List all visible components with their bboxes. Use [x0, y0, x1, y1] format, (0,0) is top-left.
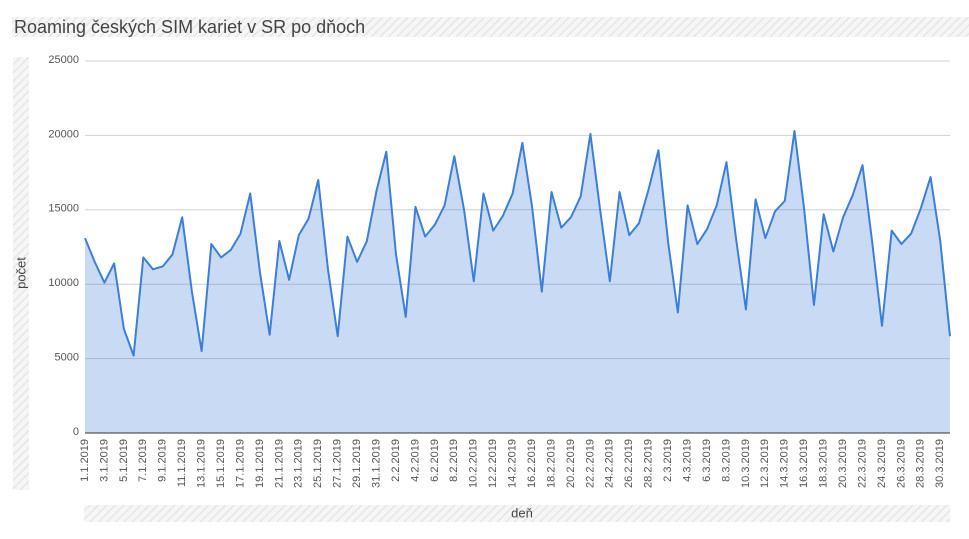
x-tick-label: 21.1.2019 — [273, 439, 285, 488]
x-tick-label: 22.2.2019 — [584, 439, 596, 488]
x-tick-label: 28.3.2019 — [915, 439, 927, 488]
x-tick-label: 31.1.2019 — [370, 439, 382, 488]
title-placeholder — [12, 17, 969, 37]
area — [85, 130, 950, 433]
x-tick-label: 1.1.2019 — [79, 439, 91, 482]
axis-placeholder — [84, 505, 950, 522]
x-tick-label: 12.2.2019 — [487, 439, 499, 488]
x-tick-label: 22.3.2019 — [856, 439, 868, 488]
y-tick-label: 15000 — [48, 203, 79, 215]
x-tick-label: 20.2.2019 — [565, 439, 577, 488]
y-tick-label: 25000 — [48, 54, 79, 66]
x-tick-label: 18.3.2019 — [818, 439, 830, 488]
x-tick-label: 25.1.2019 — [312, 439, 324, 488]
x-tick-label: 19.1.2019 — [254, 439, 266, 488]
x-tick-label: 14.3.2019 — [779, 439, 791, 488]
x-tick-label: 6.3.2019 — [701, 439, 713, 482]
y-tick-label: 0 — [73, 426, 79, 438]
x-tick-label: 6.2.2019 — [429, 439, 441, 482]
x-tick-label: 23.1.2019 — [293, 439, 305, 488]
x-tick-label: 4.2.2019 — [409, 439, 421, 482]
x-tick-label: 18.2.2019 — [545, 439, 557, 488]
x-tick-label: 2.3.2019 — [662, 439, 674, 482]
x-tick-label: 13.1.2019 — [196, 439, 208, 488]
x-tick-label: 16.3.2019 — [798, 439, 810, 488]
x-tick-label: 26.3.2019 — [895, 439, 907, 488]
y-tick-label: 10000 — [48, 277, 79, 289]
x-tick-label: 29.1.2019 — [351, 439, 363, 488]
y-tick-label: 20000 — [48, 128, 79, 140]
x-tick-label: 30.3.2019 — [934, 439, 946, 488]
x-tick-label: 24.3.2019 — [876, 439, 888, 488]
x-tick-label: 15.1.2019 — [215, 439, 227, 488]
x-tick-label: 4.3.2019 — [681, 439, 693, 482]
x-axis-label: deň — [511, 505, 533, 520]
x-tick-label: 14.2.2019 — [507, 439, 519, 488]
x-tick-label: 8.2.2019 — [448, 439, 460, 482]
x-tick-label: 7.1.2019 — [137, 439, 149, 482]
x-tick-label: 10.3.2019 — [740, 439, 752, 488]
x-tick-label: 10.2.2019 — [468, 439, 480, 488]
x-tick-label: 8.3.2019 — [720, 439, 732, 482]
axis-placeholder — [13, 57, 29, 490]
x-tick-label: 26.2.2019 — [623, 439, 635, 488]
x-tick-label: 28.2.2019 — [643, 439, 655, 488]
x-tick-label: 16.2.2019 — [526, 439, 538, 488]
x-tick-label: 27.1.2019 — [332, 439, 344, 488]
y-tick-label: 5000 — [55, 352, 79, 364]
x-tick-label: 9.1.2019 — [157, 439, 169, 482]
x-tick-label: 11.1.2019 — [176, 439, 188, 487]
x-tick-label: 5.1.2019 — [118, 439, 130, 482]
x-tick-label: 20.3.2019 — [837, 439, 849, 488]
x-tick-label: 3.1.2019 — [98, 439, 110, 482]
x-tick-label: 2.2.2019 — [390, 439, 402, 482]
x-tick-label: 24.2.2019 — [604, 439, 616, 488]
y-axis-label: počet — [13, 257, 28, 289]
x-tick-label: 12.3.2019 — [759, 439, 771, 488]
chart-title: Roaming českých SIM kariet v SR po dňoch — [14, 17, 365, 37]
line — [84, 129, 951, 357]
x-tick-label: 17.1.2019 — [234, 439, 246, 488]
